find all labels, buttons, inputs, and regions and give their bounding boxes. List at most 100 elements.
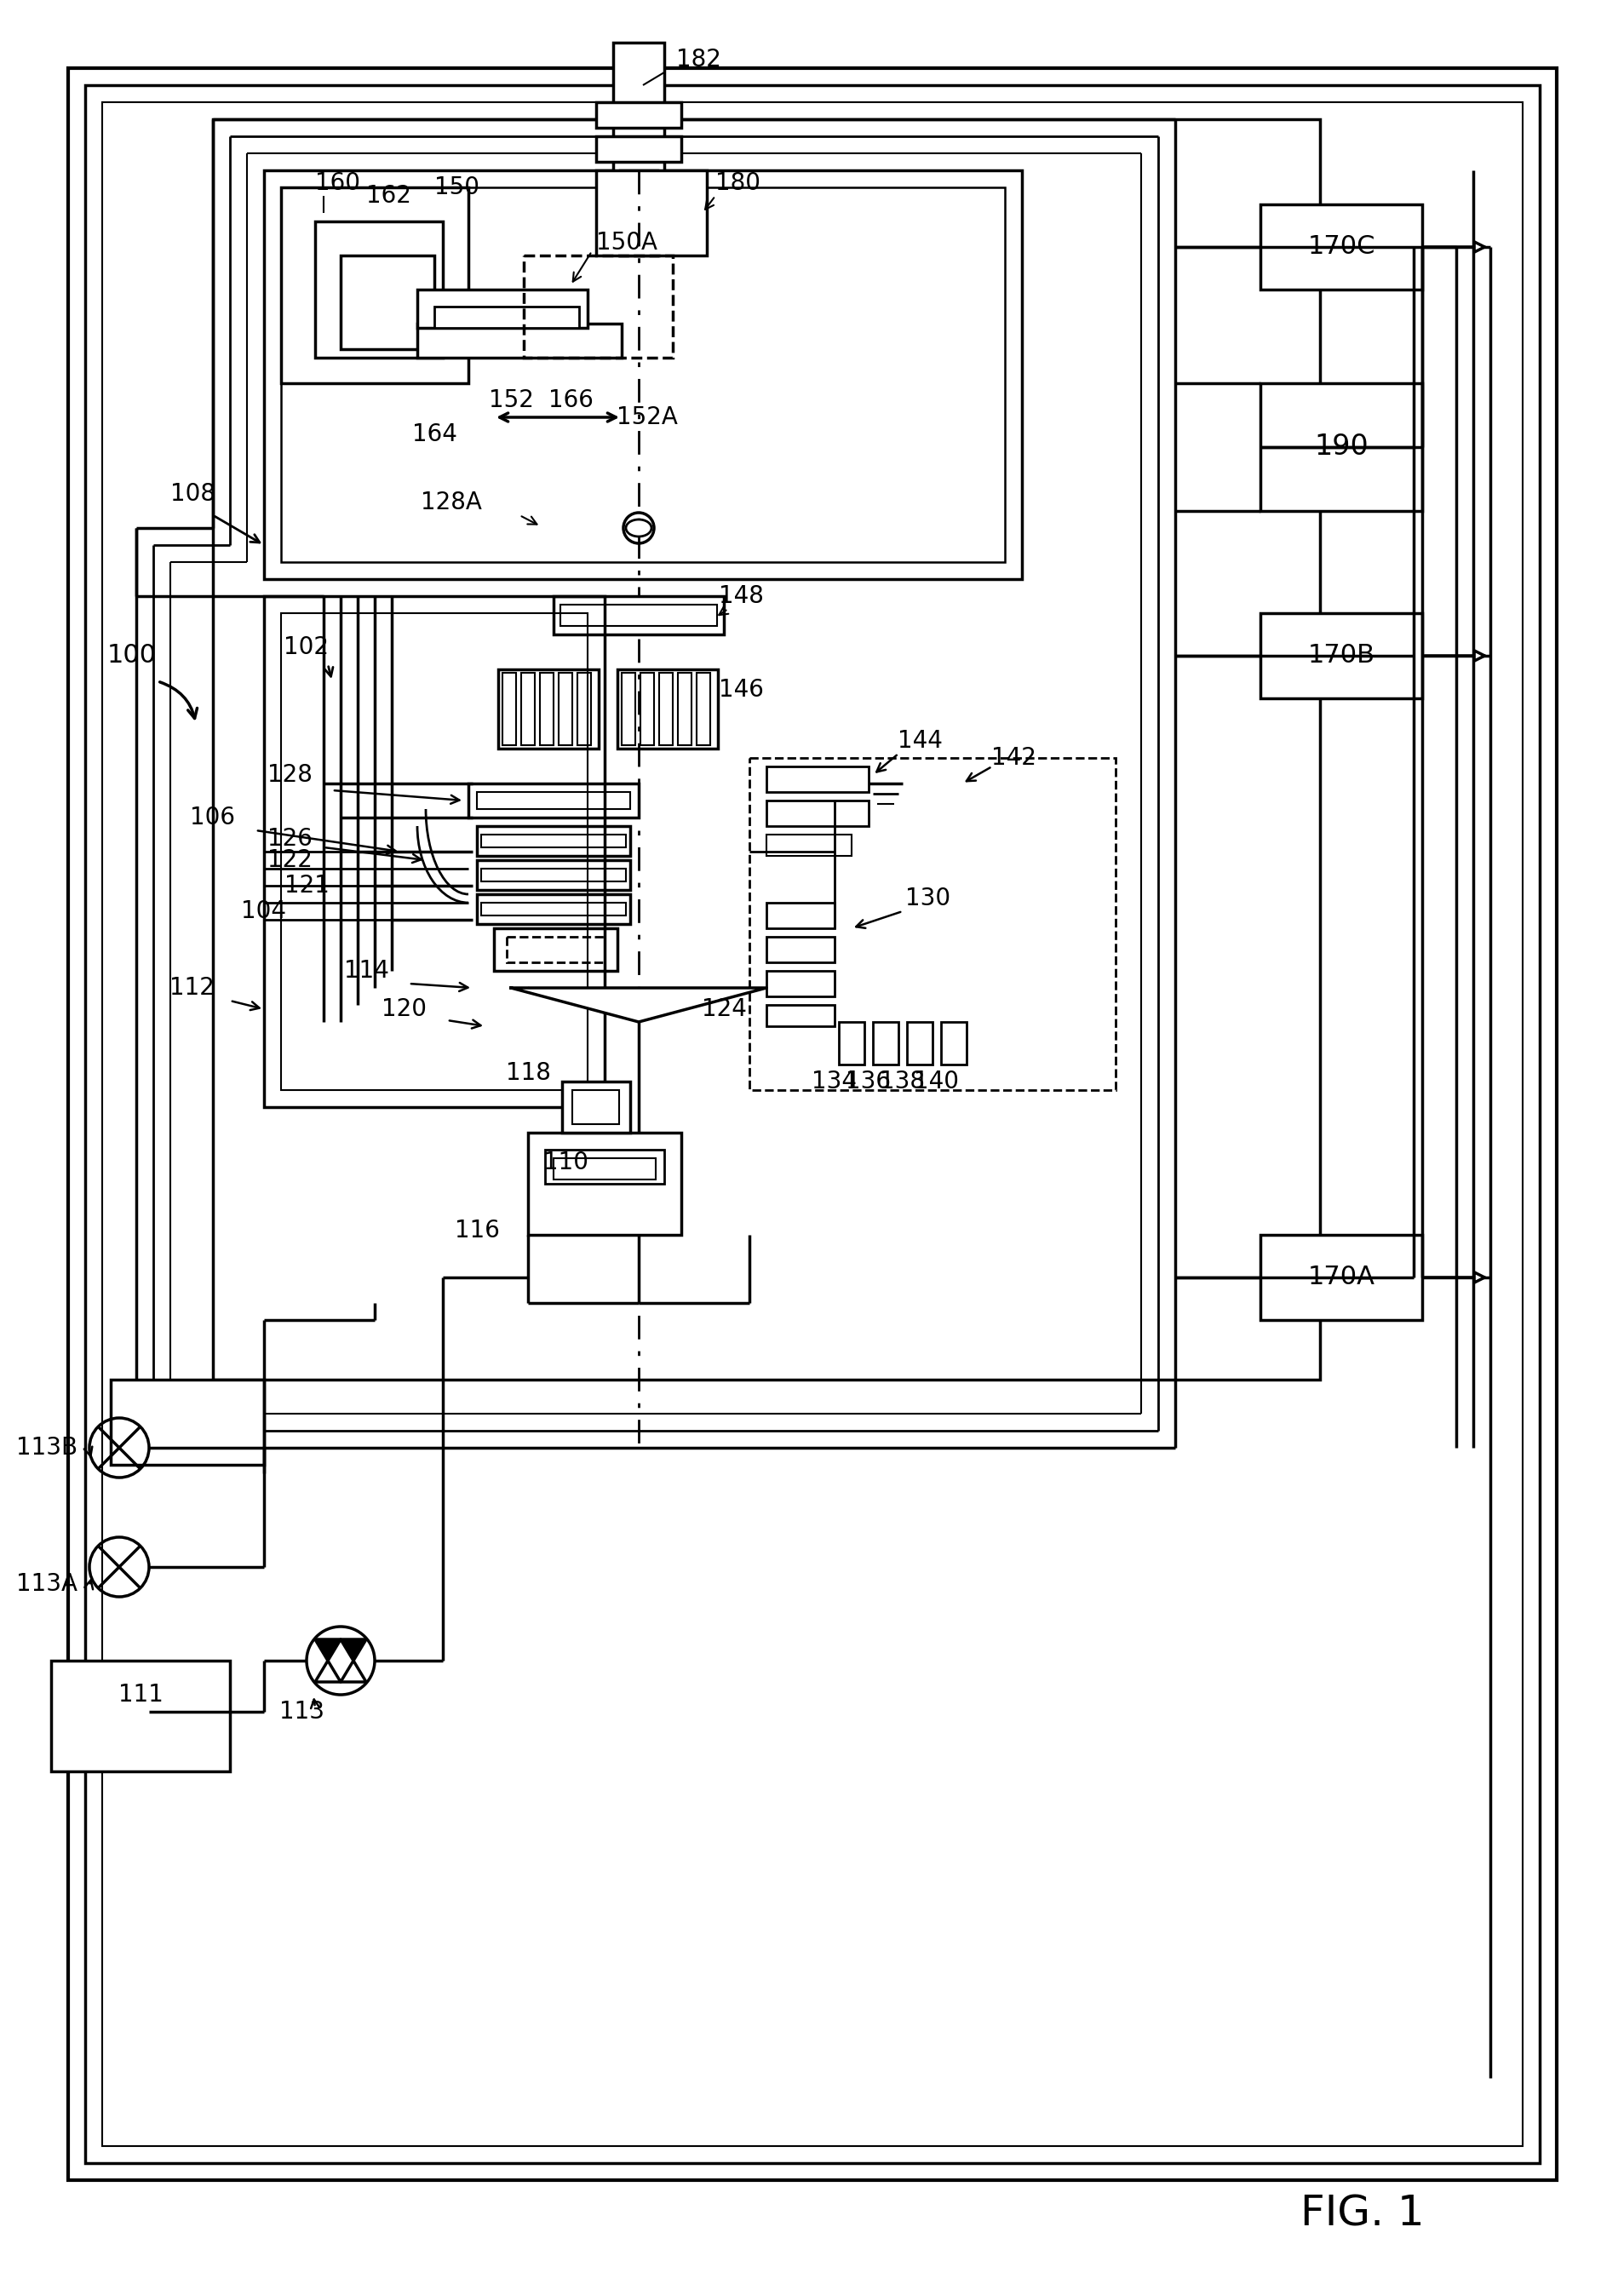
Polygon shape [510,987,767,1021]
Text: 108: 108 [171,481,216,506]
Bar [502,673,516,744]
Bar [767,834,851,856]
Bar [554,1159,656,1179]
Text: 170C: 170C [1307,234,1374,259]
Bar [940,1021,966,1065]
Text: 138: 138 [880,1069,924,1095]
Ellipse shape [625,520,651,536]
Bar [749,758,1116,1090]
Text: 166: 166 [547,389,593,412]
Bar [659,673,672,744]
Text: 114: 114 [344,960,388,982]
Text: 190: 190 [1314,433,1367,460]
Text: 113: 113 [279,1699,325,1724]
Bar [477,827,630,856]
Text: 148: 148 [718,584,763,609]
Bar [622,673,635,744]
Text: 106: 106 [190,806,235,829]
Bar [572,1090,619,1124]
Bar [767,937,835,962]
Bar [1260,614,1421,698]
Bar [560,605,716,625]
Text: 140: 140 [914,1069,958,1095]
Bar [617,669,718,749]
Text: 150A: 150A [596,231,658,254]
Bar [1260,382,1421,511]
Bar [677,673,692,744]
Bar [468,783,638,818]
Polygon shape [315,1640,365,1681]
Bar [477,861,630,891]
Text: 124: 124 [702,996,745,1021]
Bar [481,902,625,916]
Bar [838,1021,864,1065]
Bar [767,902,835,927]
Text: 102: 102 [284,634,330,660]
Text: 113A: 113A [16,1573,78,1596]
Bar [544,1150,664,1184]
Text: 182: 182 [676,48,721,71]
Text: 162: 162 [365,183,411,208]
Bar [499,669,598,749]
Bar [523,256,672,357]
Bar [620,169,658,256]
Bar [767,767,869,792]
Text: 110: 110 [544,1150,588,1175]
Text: 118: 118 [505,1060,551,1085]
Text: 113B: 113B [16,1436,78,1459]
Bar [521,673,534,744]
Text: 150: 150 [434,176,479,199]
Bar [640,673,654,744]
Text: 180: 180 [715,172,760,195]
Text: 112: 112 [169,976,214,1001]
Bar [315,222,443,357]
Bar [481,868,625,882]
Polygon shape [315,1640,365,1681]
Text: 144: 144 [896,728,942,753]
Bar [767,1005,835,1026]
Bar [494,927,617,971]
Bar [434,307,578,327]
Text: 160: 160 [315,172,361,195]
Bar [50,1660,231,1772]
Bar [477,893,630,923]
Text: 128A: 128A [421,490,482,515]
Text: 170A: 170A [1307,1264,1374,1289]
Text: 120: 120 [382,996,427,1021]
Text: 136: 136 [846,1069,890,1095]
Bar [213,119,1319,1379]
Bar [562,1081,630,1134]
Text: 164: 164 [411,421,456,447]
Text: 152A: 152A [615,405,677,428]
Bar [481,834,625,847]
Bar [417,289,588,327]
Bar [906,1021,932,1065]
Bar [110,1379,263,1466]
Bar [1260,1234,1421,1319]
Bar [528,1134,680,1234]
Text: 121: 121 [284,875,330,898]
Bar [539,673,554,744]
Text: 152: 152 [489,389,533,412]
Bar [767,971,835,996]
Bar [102,103,1522,2146]
Text: 111: 111 [119,1683,162,1706]
Text: 134: 134 [812,1069,857,1095]
Bar [559,673,572,744]
Bar [263,169,1021,579]
Text: 126: 126 [266,827,312,852]
Bar [84,85,1540,2164]
Bar [263,595,604,1106]
Text: 130: 130 [905,886,950,911]
Bar [767,802,869,827]
Bar [417,323,622,357]
Text: 170B: 170B [1307,643,1374,669]
Bar [596,169,706,256]
Bar [697,673,710,744]
Text: 146: 146 [718,678,763,701]
Text: 122: 122 [266,847,312,872]
Bar [477,792,630,808]
Text: FIG. 1: FIG. 1 [1299,2194,1424,2235]
Text: 128: 128 [266,763,312,788]
Text: 116: 116 [455,1218,499,1243]
